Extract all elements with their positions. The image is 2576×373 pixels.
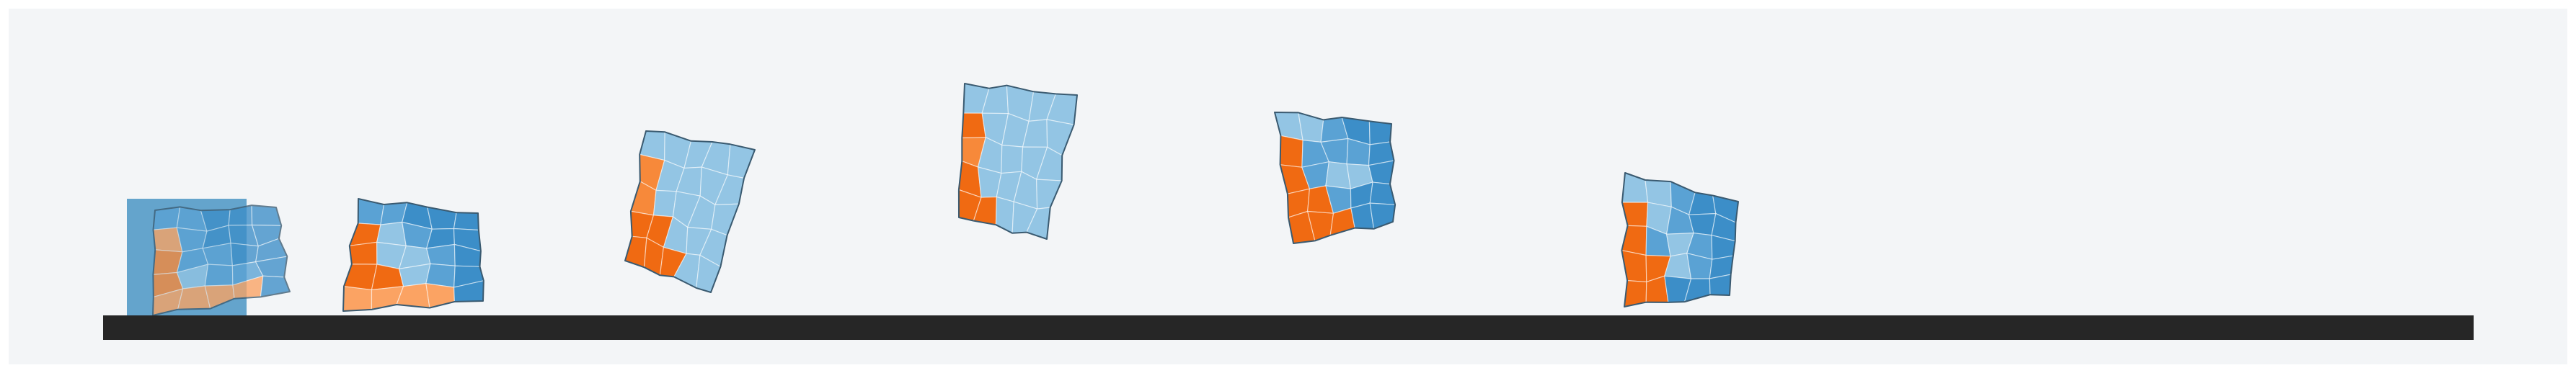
soft-robot-frame-1-start <box>152 205 291 316</box>
voxel-cell <box>425 243 456 266</box>
robot-outline <box>1274 112 1397 244</box>
robot-outline <box>1621 172 1739 307</box>
voxel-cell <box>376 221 407 247</box>
voxel-cell <box>349 241 378 265</box>
robot-outline <box>342 198 484 312</box>
voxel-cell <box>1279 135 1304 168</box>
voxel-cell <box>453 212 479 231</box>
robot-outline <box>957 83 1078 240</box>
soft-robot-frame-6 <box>1621 172 1739 307</box>
voxel-cell <box>652 189 677 217</box>
soft-robot-frames <box>152 83 1739 316</box>
voxel-cell <box>342 286 373 312</box>
soft-robot-frame-5 <box>1274 112 1397 244</box>
voxel-cell <box>1688 212 1717 236</box>
soft-robot-frame-4 <box>957 83 1078 240</box>
soft-robot-frame-2 <box>342 198 484 312</box>
voxel-cell <box>1001 144 1024 174</box>
voxel-cell <box>204 264 234 287</box>
soft-robot-frame-3 <box>624 130 756 293</box>
ground-bar <box>103 315 2474 340</box>
robot-outline <box>624 130 756 293</box>
voxel-cell <box>961 112 986 139</box>
voxel-cell <box>1368 120 1392 145</box>
robot-outline <box>152 205 291 316</box>
